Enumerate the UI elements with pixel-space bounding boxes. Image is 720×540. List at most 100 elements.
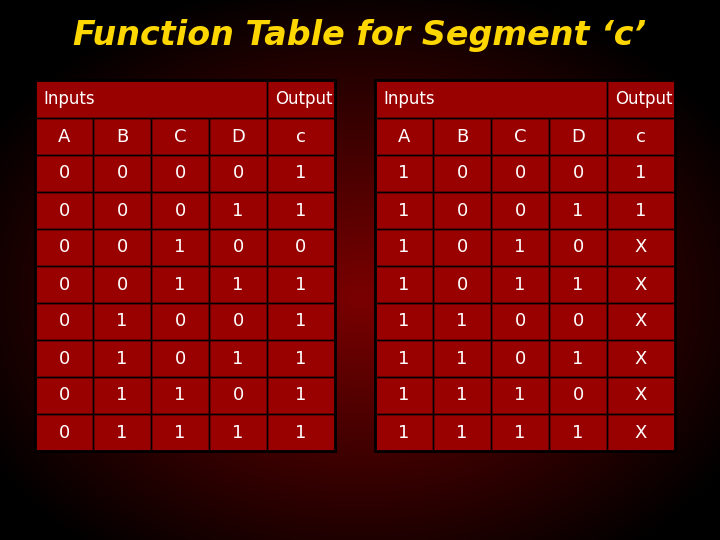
Bar bbox=[267, 266, 335, 303]
Text: 0: 0 bbox=[58, 387, 70, 404]
Bar bbox=[549, 340, 607, 377]
Text: 0: 0 bbox=[58, 313, 70, 330]
Text: X: X bbox=[635, 313, 647, 330]
Bar bbox=[433, 118, 491, 155]
Text: 0: 0 bbox=[514, 349, 526, 368]
Text: 0: 0 bbox=[58, 239, 70, 256]
Bar bbox=[35, 80, 335, 451]
Bar bbox=[607, 229, 675, 266]
Bar bbox=[151, 192, 209, 229]
Bar bbox=[151, 377, 209, 414]
Bar bbox=[375, 192, 433, 229]
Bar bbox=[433, 340, 491, 377]
Text: Output: Output bbox=[615, 90, 672, 108]
Text: 1: 1 bbox=[295, 387, 307, 404]
Text: X: X bbox=[635, 423, 647, 442]
Bar bbox=[267, 118, 335, 155]
Bar bbox=[607, 414, 675, 451]
Text: C: C bbox=[174, 127, 186, 145]
Bar bbox=[549, 266, 607, 303]
Bar bbox=[491, 229, 549, 266]
Bar bbox=[375, 80, 607, 118]
Text: 1: 1 bbox=[572, 201, 584, 219]
Bar bbox=[607, 377, 675, 414]
Bar bbox=[607, 118, 675, 155]
Text: 1: 1 bbox=[295, 313, 307, 330]
Bar bbox=[491, 118, 549, 155]
Bar bbox=[267, 229, 335, 266]
Text: B: B bbox=[456, 127, 468, 145]
Bar bbox=[151, 266, 209, 303]
Bar bbox=[35, 377, 93, 414]
Text: 1: 1 bbox=[398, 349, 410, 368]
Text: 0: 0 bbox=[456, 201, 467, 219]
Bar bbox=[433, 155, 491, 192]
Text: 0: 0 bbox=[117, 201, 127, 219]
Bar bbox=[607, 340, 675, 377]
Bar bbox=[93, 377, 151, 414]
Text: 1: 1 bbox=[456, 423, 468, 442]
Text: 1: 1 bbox=[398, 275, 410, 294]
Bar bbox=[375, 377, 433, 414]
Bar bbox=[151, 414, 209, 451]
Text: 0: 0 bbox=[233, 165, 243, 183]
Text: 1: 1 bbox=[635, 165, 647, 183]
Bar bbox=[491, 303, 549, 340]
Text: c: c bbox=[636, 127, 646, 145]
Text: X: X bbox=[635, 239, 647, 256]
Bar bbox=[607, 155, 675, 192]
Text: 0: 0 bbox=[572, 165, 584, 183]
Bar bbox=[209, 118, 267, 155]
Text: 1: 1 bbox=[398, 387, 410, 404]
Text: 0: 0 bbox=[58, 165, 70, 183]
Bar bbox=[549, 414, 607, 451]
Text: 1: 1 bbox=[117, 387, 127, 404]
Text: 0: 0 bbox=[514, 165, 526, 183]
Bar bbox=[93, 155, 151, 192]
Text: 1: 1 bbox=[514, 275, 526, 294]
Text: Output: Output bbox=[275, 90, 333, 108]
Text: 1: 1 bbox=[174, 387, 186, 404]
Text: 1: 1 bbox=[117, 313, 127, 330]
Bar bbox=[549, 377, 607, 414]
Text: 0: 0 bbox=[456, 239, 467, 256]
Bar bbox=[151, 303, 209, 340]
Text: 0: 0 bbox=[572, 387, 584, 404]
Text: 0: 0 bbox=[514, 313, 526, 330]
Bar bbox=[35, 266, 93, 303]
Bar bbox=[151, 155, 209, 192]
Text: D: D bbox=[231, 127, 245, 145]
Bar bbox=[35, 414, 93, 451]
Text: 0: 0 bbox=[572, 313, 584, 330]
Bar bbox=[375, 340, 433, 377]
Bar bbox=[375, 303, 433, 340]
Text: X: X bbox=[635, 387, 647, 404]
Bar bbox=[267, 192, 335, 229]
Bar bbox=[267, 340, 335, 377]
Bar bbox=[209, 229, 267, 266]
Text: 1: 1 bbox=[456, 387, 468, 404]
Text: Function Table for Segment ‘c’: Function Table for Segment ‘c’ bbox=[73, 18, 647, 51]
Bar bbox=[433, 229, 491, 266]
Text: 1: 1 bbox=[295, 423, 307, 442]
Text: 1: 1 bbox=[398, 423, 410, 442]
Text: 0: 0 bbox=[456, 165, 467, 183]
Text: 1: 1 bbox=[117, 349, 127, 368]
Bar bbox=[549, 118, 607, 155]
Bar bbox=[35, 118, 93, 155]
Text: 1: 1 bbox=[174, 239, 186, 256]
Text: 1: 1 bbox=[572, 349, 584, 368]
Bar bbox=[35, 80, 267, 118]
Bar bbox=[35, 303, 93, 340]
Bar bbox=[151, 229, 209, 266]
Text: Inputs: Inputs bbox=[43, 90, 94, 108]
Bar bbox=[267, 303, 335, 340]
Bar bbox=[607, 303, 675, 340]
Text: 1: 1 bbox=[233, 275, 243, 294]
Text: 1: 1 bbox=[295, 201, 307, 219]
Text: 1: 1 bbox=[295, 165, 307, 183]
Text: 1: 1 bbox=[233, 349, 243, 368]
Text: 0: 0 bbox=[58, 201, 70, 219]
Text: 1: 1 bbox=[174, 423, 186, 442]
Bar bbox=[267, 377, 335, 414]
